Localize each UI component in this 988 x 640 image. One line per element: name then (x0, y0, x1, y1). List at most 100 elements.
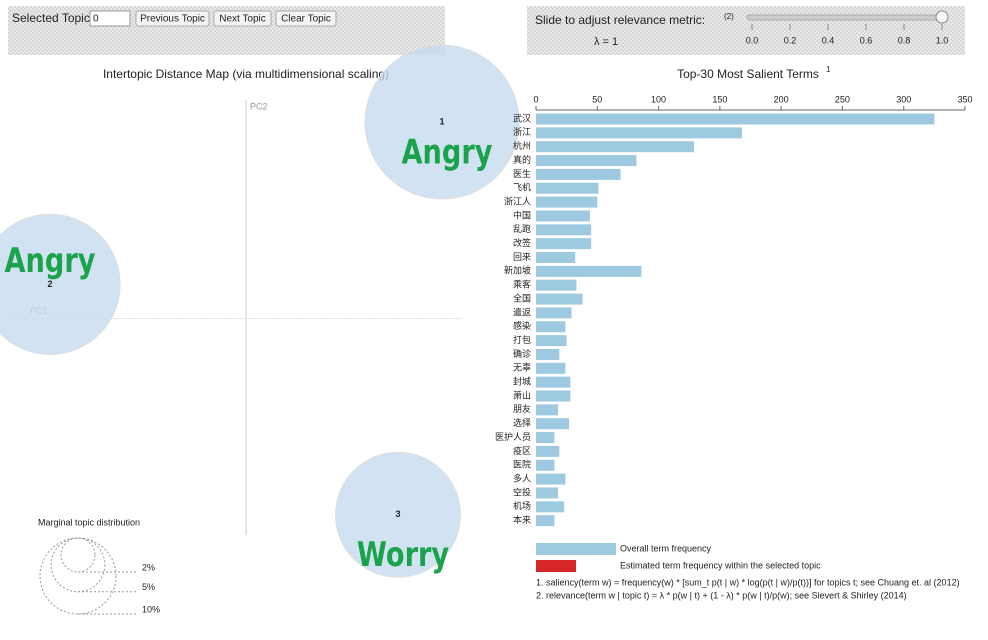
term-label[interactable]: 医护人员 (495, 431, 531, 442)
bar[interactable] (536, 238, 592, 250)
bar[interactable] (536, 279, 577, 291)
topic-circle[interactable] (364, 44, 520, 200)
slider-handle[interactable] (935, 10, 949, 24)
topic-annotation: Worry (357, 535, 449, 575)
bar[interactable] (536, 196, 598, 208)
term-label[interactable]: 感染 (513, 320, 531, 331)
topic-input[interactable] (89, 10, 131, 27)
bar[interactable] (536, 168, 621, 180)
bar[interactable] (536, 501, 565, 513)
bar[interactable] (536, 265, 642, 277)
bar[interactable] (536, 210, 590, 222)
bar[interactable] (536, 459, 555, 471)
term-label[interactable]: 中国 (513, 209, 531, 220)
term-label[interactable]: 无辜 (513, 362, 531, 373)
bar[interactable] (536, 348, 560, 360)
slider-tick-label: 0.2 (784, 35, 797, 45)
button-label[interactable]: Next Topic (219, 14, 266, 25)
bar[interactable] (536, 321, 566, 333)
bar[interactable] (536, 155, 637, 167)
term-label[interactable]: 飞机 (513, 182, 531, 193)
pc2-label: PC2 (250, 101, 268, 111)
term-label[interactable]: 多人 (513, 472, 531, 483)
slider-tick-label: 0.6 (860, 35, 873, 45)
button[interactable] (213, 10, 272, 27)
button-label[interactable]: Clear Topic (281, 14, 331, 25)
term-label[interactable]: 疫区 (513, 445, 531, 456)
topic-circle[interactable] (335, 451, 461, 578)
bar[interactable] (536, 224, 592, 236)
bar[interactable] (536, 307, 572, 319)
button[interactable] (275, 10, 337, 27)
term-label[interactable]: 乘客 (513, 279, 531, 290)
x-tick-label: 150 (712, 94, 727, 104)
bar[interactable] (536, 390, 571, 402)
x-tick-label: 100 (651, 94, 666, 104)
bar-title-note: 1 (826, 65, 831, 74)
term-label[interactable]: 浙江人 (504, 195, 531, 206)
term-label[interactable]: 医生 (513, 168, 531, 179)
bar[interactable] (536, 445, 560, 457)
size-legend-circle (50, 537, 106, 593)
term-label[interactable]: 机场 (513, 500, 531, 511)
term-label[interactable]: 改签 (513, 237, 531, 248)
size-legend-circle (39, 537, 117, 615)
size-legend-circle (60, 537, 96, 573)
bar[interactable] (536, 432, 555, 444)
term-label[interactable]: 朋友 (513, 403, 531, 414)
bar[interactable] (536, 376, 571, 388)
legend-label: Estimated term frequency within the sele… (620, 560, 821, 570)
topic-input-value[interactable]: 0 (93, 14, 99, 25)
term-label[interactable]: 新加坡 (504, 265, 531, 276)
term-label[interactable]: 医院 (513, 459, 531, 470)
bar[interactable] (536, 404, 559, 416)
bar[interactable] (536, 335, 567, 347)
topic-label: Selected Topic: (12, 11, 93, 25)
bar[interactable] (536, 293, 583, 305)
term-label[interactable]: 真的 (513, 154, 531, 165)
term-label[interactable]: 萧山 (513, 389, 531, 400)
bar[interactable] (536, 182, 599, 194)
slider-tick-label: 0.8 (898, 35, 911, 45)
topic-annotation: Angry (402, 133, 493, 173)
bar[interactable] (536, 252, 576, 263)
term-label[interactable]: 杭州 (513, 140, 531, 151)
term-label[interactable]: 浙江 (513, 126, 531, 137)
topic-circle[interactable] (0, 213, 121, 355)
x-tick-label: 300 (896, 94, 911, 104)
bar[interactable] (536, 487, 559, 499)
bar[interactable] (536, 515, 555, 527)
term-label[interactable]: 全国 (513, 292, 531, 303)
bar[interactable] (536, 141, 695, 153)
slider-track[interactable] (746, 14, 946, 21)
slider-panel (527, 6, 965, 55)
term-label[interactable]: 打包 (513, 334, 531, 345)
slider-tick-label: 0.4 (822, 35, 835, 45)
button[interactable] (135, 10, 210, 27)
term-label[interactable]: 回来 (513, 252, 531, 262)
term-label[interactable]: 空投 (513, 486, 531, 497)
term-label[interactable]: 乱跑 (513, 223, 531, 234)
slider-note: (2) (724, 12, 734, 21)
slider-label: Slide to adjust relevance metric: (535, 13, 705, 27)
topic-label: 1 (439, 116, 444, 126)
bar[interactable] (536, 473, 566, 485)
legend-label: Overall term frequency (620, 543, 712, 553)
slider-tick-label: 0.0 (746, 35, 759, 45)
bar[interactable] (536, 113, 935, 125)
map-title: Intertopic Distance Map (via multidimens… (103, 67, 389, 81)
bar[interactable] (536, 418, 570, 430)
x-tick-label: 0 (533, 94, 538, 104)
term-label[interactable]: 遣返 (513, 306, 531, 317)
footnote: 2. relevance(term w | topic t) = λ * p(w… (536, 590, 907, 600)
term-label[interactable]: 本来 (513, 514, 531, 525)
term-label[interactable]: 确诊 (513, 348, 531, 359)
bar[interactable] (536, 362, 566, 374)
term-label[interactable]: 选择 (513, 417, 531, 428)
term-label[interactable]: 封城 (513, 376, 531, 387)
x-tick-label: 350 (957, 94, 972, 104)
bar[interactable] (536, 127, 742, 139)
size-legend-label: 5% (142, 582, 155, 592)
button-label[interactable]: Previous Topic (140, 14, 205, 25)
term-label[interactable]: 武汉 (513, 112, 531, 123)
